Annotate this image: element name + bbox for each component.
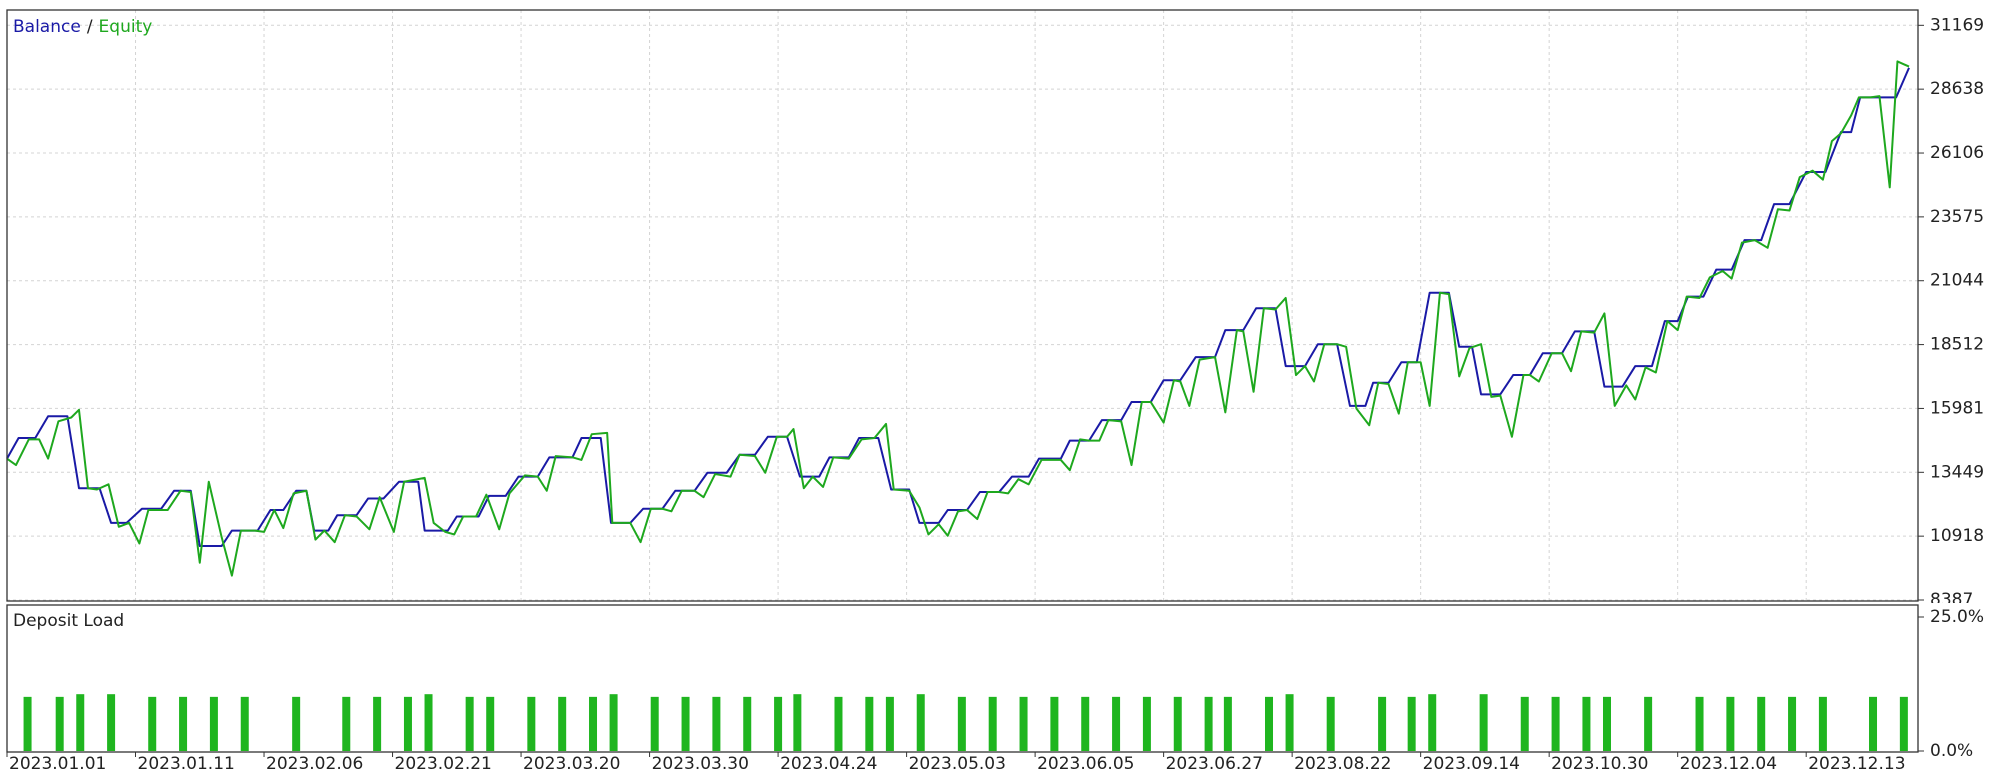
bar bbox=[76, 694, 85, 751]
bar bbox=[209, 696, 218, 751]
bar bbox=[774, 696, 783, 751]
y-tick-label: 15981 bbox=[1930, 398, 1984, 418]
bar bbox=[988, 696, 997, 751]
bar bbox=[1223, 696, 1232, 751]
bar bbox=[1326, 696, 1335, 751]
bar bbox=[1520, 696, 1529, 751]
legend: Balance / Equity bbox=[13, 17, 152, 37]
deposit-load-panel: 0.0% 25.0% Deposit Load bbox=[13, 607, 1984, 761]
y-tick-label: 23575 bbox=[1930, 207, 1984, 227]
x-tick-label: 2023.01.01 bbox=[9, 754, 106, 774]
bar bbox=[107, 694, 116, 751]
x-tick-label: 2023.03.20 bbox=[523, 754, 620, 774]
bar bbox=[1081, 696, 1090, 751]
bar bbox=[486, 696, 495, 751]
bar bbox=[1407, 696, 1416, 751]
y-tick-label: 10918 bbox=[1930, 526, 1984, 546]
bar bbox=[342, 696, 351, 751]
x-tick-label: 2023.02.21 bbox=[395, 754, 492, 774]
bar bbox=[589, 696, 598, 751]
x-tick-label: 2023.01.11 bbox=[138, 754, 235, 774]
x-tick-label: 2023.02.06 bbox=[266, 754, 363, 774]
plot-frame bbox=[6, 9, 1919, 602]
bar bbox=[1173, 696, 1182, 751]
plot-frame bbox=[6, 604, 1919, 753]
bar bbox=[1204, 696, 1213, 751]
x-tick-label: 2023.05.03 bbox=[909, 754, 1006, 774]
bar bbox=[1019, 696, 1028, 751]
bar bbox=[793, 694, 802, 751]
bar bbox=[1428, 694, 1437, 751]
bar bbox=[743, 696, 752, 751]
bar bbox=[1818, 696, 1827, 751]
bar bbox=[55, 696, 64, 751]
y-tick-label: 0.0% bbox=[1930, 741, 1973, 761]
x-tick-label: 2023.04.24 bbox=[780, 754, 877, 774]
bar bbox=[712, 696, 721, 751]
bar bbox=[1142, 696, 1151, 751]
x-tick-label: 2023.09.14 bbox=[1423, 754, 1520, 774]
bar bbox=[1869, 696, 1878, 751]
x-tick-label: 2023.12.13 bbox=[1808, 754, 1905, 774]
bar bbox=[834, 696, 843, 751]
x-tick-label: 2023.12.04 bbox=[1680, 754, 1777, 774]
x-tick-label: 2023.08.22 bbox=[1294, 754, 1391, 774]
bar bbox=[865, 696, 874, 751]
bar bbox=[681, 696, 690, 751]
y-tick-label: 25.0% bbox=[1930, 607, 1984, 627]
bar bbox=[1479, 694, 1488, 751]
bar bbox=[1551, 696, 1560, 751]
panel-background bbox=[0, 603, 2016, 774]
equity-panel: 8387109181344915981185122104423575261062… bbox=[6, 10, 1984, 610]
legend-entry: Balance bbox=[13, 17, 81, 37]
bar bbox=[1112, 696, 1121, 751]
bar bbox=[957, 696, 966, 751]
x-tick-label: 2023.10.30 bbox=[1551, 754, 1648, 774]
panel-title: Deposit Load bbox=[13, 611, 124, 631]
series-line bbox=[6, 67, 1910, 548]
bar bbox=[1378, 696, 1387, 751]
series-line bbox=[6, 60, 1910, 577]
bar bbox=[292, 696, 301, 751]
bar bbox=[403, 696, 412, 751]
legend-entry: Equity bbox=[99, 17, 153, 37]
bar bbox=[527, 696, 536, 751]
x-tick-label: 2023.03.30 bbox=[652, 754, 749, 774]
bar bbox=[148, 696, 157, 751]
bar bbox=[1726, 696, 1735, 751]
bar bbox=[424, 694, 433, 751]
x-tick-label: 2023.06.05 bbox=[1037, 754, 1134, 774]
y-tick-label: 28638 bbox=[1930, 79, 1984, 99]
bar bbox=[465, 696, 474, 751]
bar bbox=[609, 694, 618, 751]
bar bbox=[240, 696, 249, 751]
bar bbox=[179, 696, 188, 751]
bar bbox=[1050, 696, 1059, 751]
bar bbox=[1582, 696, 1591, 751]
bar bbox=[373, 696, 382, 751]
bar bbox=[1757, 696, 1766, 751]
y-tick-label: 31169 bbox=[1930, 15, 1984, 35]
bar bbox=[1644, 696, 1653, 751]
bar bbox=[650, 696, 659, 751]
bar bbox=[885, 696, 894, 751]
bar bbox=[23, 696, 32, 751]
y-tick-label: 18512 bbox=[1930, 335, 1984, 355]
bar bbox=[558, 696, 567, 751]
bar bbox=[1899, 696, 1908, 751]
bar bbox=[1788, 696, 1797, 751]
y-tick-label: 13449 bbox=[1930, 462, 1984, 482]
legend-entry: / bbox=[87, 17, 93, 37]
x-tick-label: 2023.06.27 bbox=[1166, 754, 1263, 774]
y-tick-label: 26106 bbox=[1930, 143, 1984, 163]
bar bbox=[1602, 696, 1611, 751]
bar bbox=[1265, 696, 1274, 751]
bar bbox=[1695, 696, 1704, 751]
bar bbox=[1285, 694, 1294, 751]
bar bbox=[916, 694, 925, 751]
y-tick-label: 21044 bbox=[1930, 271, 1984, 291]
